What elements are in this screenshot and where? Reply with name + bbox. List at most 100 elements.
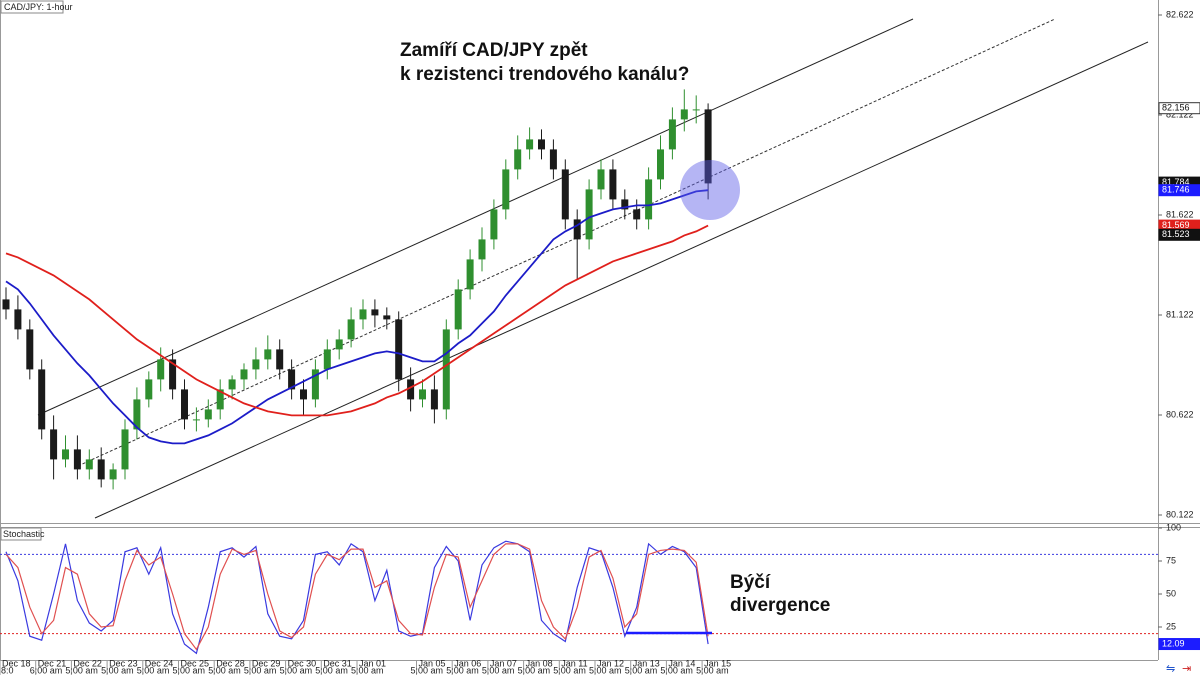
annotation: Býčí <box>730 572 771 593</box>
candle-body <box>692 109 700 111</box>
x-sublabel: 5:00 am <box>208 665 241 675</box>
candle-body <box>109 469 117 480</box>
candle-body <box>240 369 248 380</box>
candle-body <box>609 169 617 200</box>
candle-body <box>538 139 545 150</box>
x-tick-label: Dec 29 <box>252 658 281 668</box>
candle-body <box>549 149 557 170</box>
x-sublabel: 5:00 am <box>446 665 479 675</box>
candle-body <box>73 449 81 470</box>
x-tick-label: Dec 22 <box>73 658 102 668</box>
candle-body <box>645 179 653 220</box>
candle-body <box>323 349 331 370</box>
price-label: 81.523 <box>1162 229 1190 239</box>
indicator-line <box>5 224 709 417</box>
y-tick-label: 81.622 <box>1166 209 1194 219</box>
price-label: 82.156 <box>1162 103 1190 113</box>
y-tick-label: 80.122 <box>1166 509 1194 519</box>
x-sublabel: 5:00 am <box>518 665 551 675</box>
candle-body <box>514 149 522 170</box>
x-sublabel: 5:00 am <box>173 665 206 675</box>
candle-body <box>311 369 319 400</box>
indicator-line <box>5 543 709 651</box>
y-tick-label: 82.122 <box>1166 109 1194 119</box>
candle-body <box>597 169 605 190</box>
x-tick-label: Jan 14 <box>668 658 695 668</box>
candle-body <box>216 389 224 410</box>
candle-body <box>97 459 105 480</box>
candle-body <box>169 359 177 390</box>
indicator-box <box>0 527 42 541</box>
x-sublabel: 5:00 am <box>482 665 515 675</box>
annotation: Zamíří CAD/JPY zpět <box>400 40 588 61</box>
candle-body <box>335 339 343 350</box>
x-tick-label: Dec 25 <box>181 658 210 668</box>
candle-body <box>62 449 69 460</box>
jump-icon[interactable]: ⇥ <box>1182 663 1191 675</box>
candle-body <box>276 349 284 370</box>
x-sublabel: 5:00 am <box>411 665 444 675</box>
price-label-box <box>1158 638 1200 651</box>
candle-body <box>704 109 712 184</box>
x-tick-label: Dec 18 <box>2 658 31 668</box>
candle-body <box>192 419 200 421</box>
x-sublabel: 5:00 am <box>625 665 658 675</box>
indicator-line <box>5 189 709 445</box>
candle-body <box>252 359 260 370</box>
y-tick-label: 80.622 <box>1166 409 1194 419</box>
candle-body <box>38 369 46 430</box>
price-label-box <box>1158 102 1200 115</box>
x-sublabel: 5:00 am <box>553 665 586 675</box>
x-sublabel: 5:00 am <box>315 665 348 675</box>
indicator-line <box>5 540 709 655</box>
x-tick-label: Jan 11 <box>561 658 587 668</box>
candle-body <box>430 389 438 410</box>
indicator-label: Stochastic <box>3 529 45 539</box>
price-label: 81.784 <box>1162 177 1190 187</box>
channel-lower <box>94 41 1149 519</box>
candle-body <box>573 219 581 240</box>
x-sublabel: 5:00 am <box>589 665 622 675</box>
x-tick-label: Dec 28 <box>216 658 245 668</box>
x-tick-label: Dec 30 <box>288 658 317 668</box>
x-tick-label: Dec 31 <box>323 658 352 668</box>
candle-body <box>407 379 415 400</box>
candle-body <box>264 349 272 360</box>
candle-body <box>526 139 534 150</box>
candle-body <box>288 369 296 390</box>
candle-body <box>668 119 676 150</box>
candle-body <box>478 239 486 260</box>
candle-body <box>121 429 129 470</box>
symbol-box <box>0 0 64 14</box>
price-label-box <box>1158 184 1200 197</box>
candle-body <box>204 409 212 420</box>
candle-body <box>2 299 10 310</box>
settings-icon[interactable]: ⇋ <box>1166 663 1175 675</box>
channel-upper <box>37 18 914 416</box>
symbol-label: CAD/JPY: 1-hour <box>4 2 73 12</box>
x-sublabel: 5:00 am <box>101 665 134 675</box>
candle-body <box>490 209 498 240</box>
y-tick-label: 82.622 <box>1166 9 1194 19</box>
x-sublabel: 5:00 am <box>244 665 277 675</box>
candle-body <box>157 359 165 380</box>
price-label-box <box>1158 228 1200 241</box>
candle-body <box>561 169 569 220</box>
x-sublabel: 6:00 am <box>30 665 63 675</box>
candle-body <box>621 199 629 210</box>
price-panel: 82.622 82.122 81.622 81.122 80.622 80.122 82.1… <box>2 9 1200 519</box>
x-sublabel: 5:00 am <box>696 665 729 675</box>
candle-body <box>585 189 593 240</box>
x-tick-label: Dec 23 <box>109 658 138 668</box>
x-sublabel: 5:00 am <box>280 665 313 675</box>
candle-body <box>466 259 474 290</box>
annotation: k rezistenci trendového kanálu? <box>400 64 689 85</box>
y-tick-label: 75 <box>1166 555 1176 565</box>
candle-body <box>359 309 367 320</box>
price-label: 12.09 <box>1162 638 1185 648</box>
price-label: 81.569 <box>1162 220 1190 230</box>
x-tick-label: Jan 13 <box>633 658 660 668</box>
